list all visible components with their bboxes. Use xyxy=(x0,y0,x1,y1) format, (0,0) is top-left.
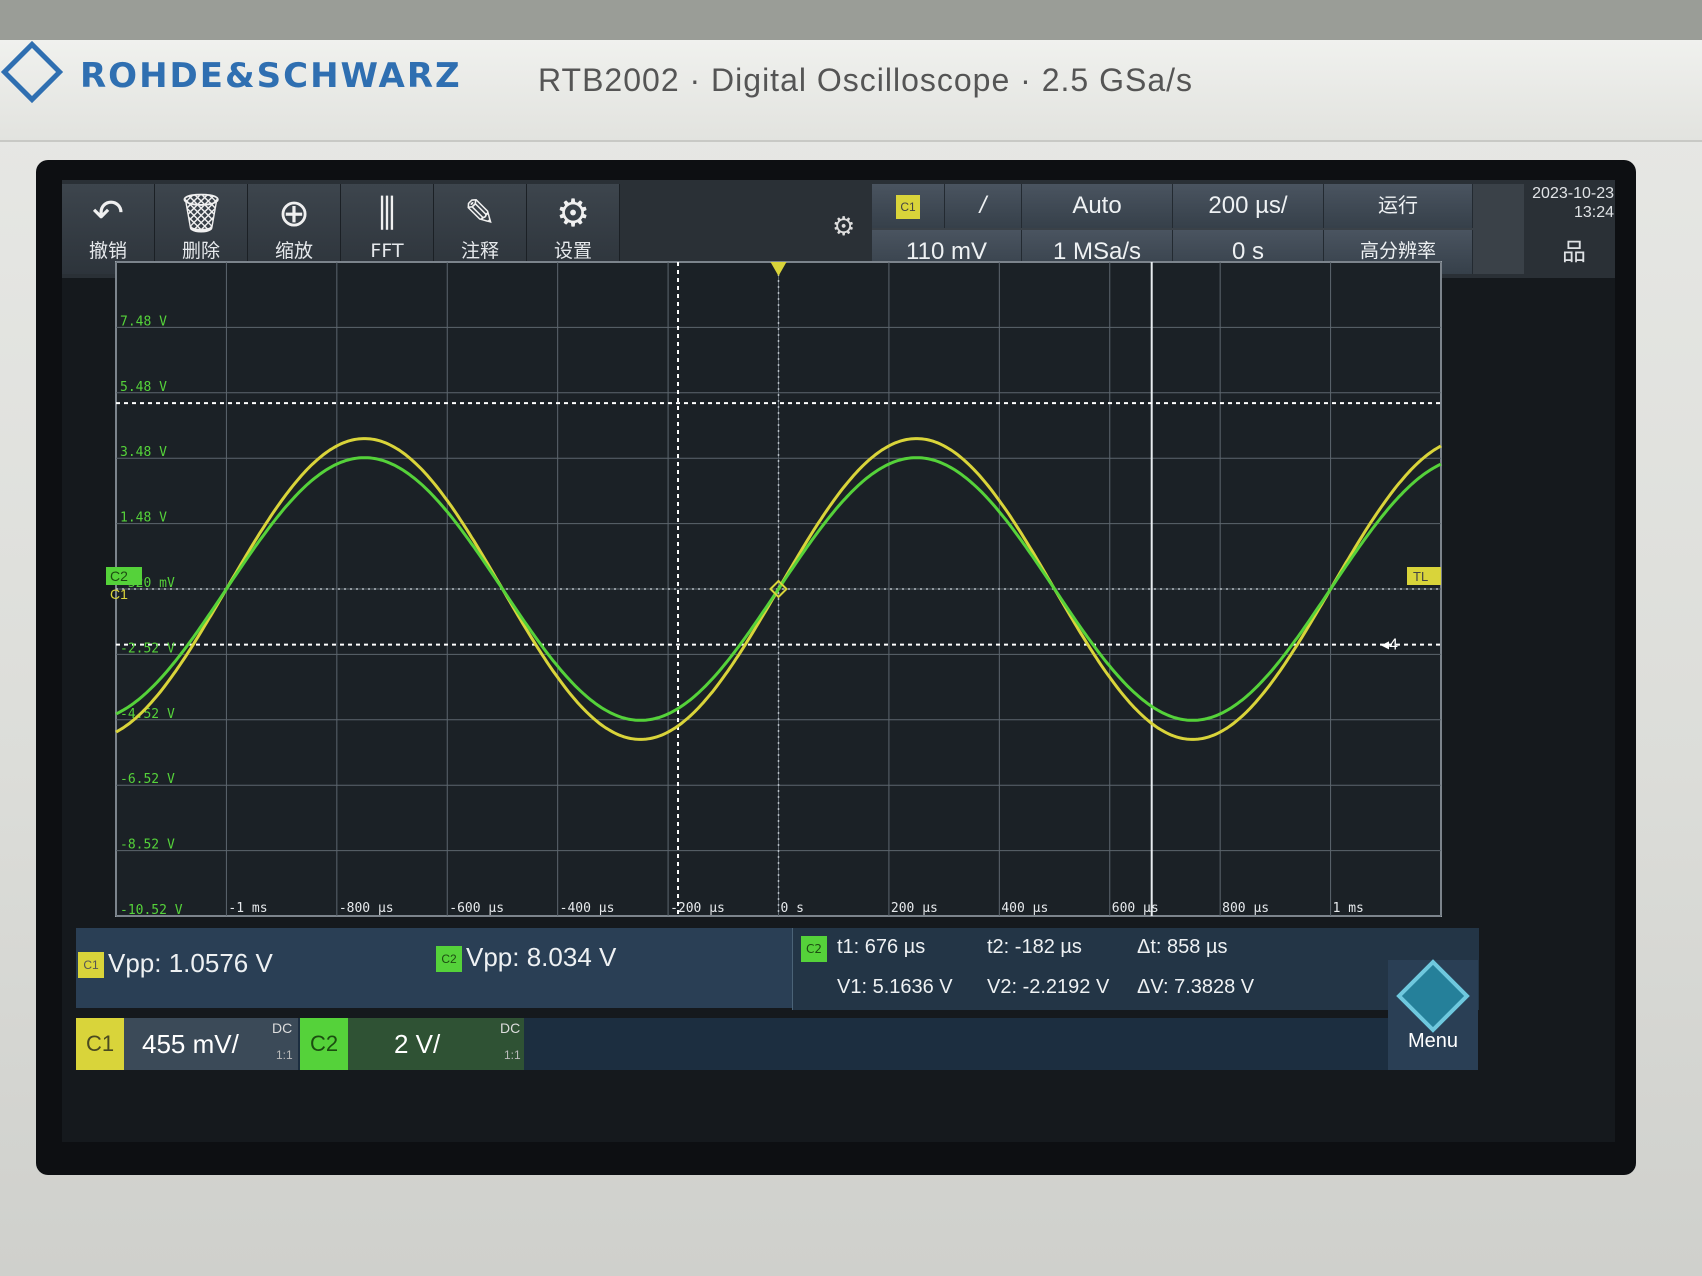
x-tick-label: 0 s xyxy=(781,901,804,916)
delete-button[interactable]: 🗑 删除 xyxy=(155,184,248,274)
run-state[interactable]: 运行 xyxy=(1324,184,1473,228)
cursor-t1: t1: 676 µs xyxy=(837,936,926,958)
c1-coupling: DC xyxy=(272,1020,293,1036)
settings-label: 设置 xyxy=(553,240,592,262)
y-tick-label: 1.48 V xyxy=(120,511,167,526)
cursor-v2: V2: -2.2192 V xyxy=(987,976,1110,998)
menu-button[interactable]: Menu xyxy=(1388,959,1478,1070)
x-tick-label: -200 µs xyxy=(670,901,725,916)
delete-label: 删除 xyxy=(181,240,220,262)
zoom-icon: ⊕ xyxy=(278,191,310,235)
timebase[interactable]: 200 µs/ xyxy=(1173,184,1324,228)
y-tick-label: 7.48 V xyxy=(120,314,167,329)
waveform-plot[interactable]: 7.48 V5.48 V3.48 V1.48 V-520 mV-2.52 V-4… xyxy=(106,260,1446,918)
c2-vpp-value: Vpp: 8.034 V xyxy=(466,942,617,972)
undo-label: 撤销 xyxy=(88,240,127,262)
c1-offset-label: C1 xyxy=(110,586,128,602)
x-tick-label: 200 µs xyxy=(891,901,938,916)
time: 13:24 xyxy=(1573,204,1614,221)
c2-tag: C2 xyxy=(300,1018,348,1070)
c2-coupling: DC xyxy=(500,1020,521,1036)
oscilloscope-screen: ↶ 撤销 🗑 删除 ⊕ 缩放 ⫼ FFT ✎ 注释 ⚙ 设置 ⚙ C1 / xyxy=(62,180,1615,1142)
x-tick-label: -600 µs xyxy=(449,901,504,916)
trigger-level-label: TL xyxy=(1413,569,1428,584)
trash-icon: 🗑 xyxy=(176,191,226,235)
top-strip xyxy=(0,0,1702,40)
y-tick-label: 3.48 V xyxy=(120,445,167,460)
channel-c2-button[interactable]: C2 2 V/ DC 1:1 xyxy=(300,1018,524,1070)
trigger-source-badge: C1 xyxy=(896,194,920,219)
channel-c1-button[interactable]: C1 455 mV/ DC 1:1 xyxy=(76,1018,298,1070)
cursor-measurements: C2 t1: 676 µs t2: -182 µs Δt: 858 µs V1:… xyxy=(792,928,1479,1010)
brand-name: ROHDE&SCHWARZ xyxy=(80,56,462,96)
c2-probe: 1:1 xyxy=(504,1048,521,1062)
trigger-point-marker xyxy=(769,579,788,599)
date: 2023-10-23 xyxy=(1532,185,1614,202)
y-tick-label: -2.52 V xyxy=(120,641,175,656)
y-tick-label: 5.48 V xyxy=(120,380,167,395)
channel-bar: C1 455 mV/ DC 1:1 C2 2 V/ DC 1:1 xyxy=(76,1018,1478,1070)
undo-button[interactable]: ↶ 撤销 xyxy=(62,184,155,274)
c2-meas-badge: C2 xyxy=(436,946,462,973)
cursor-v1: V1: 5.1636 V xyxy=(837,976,953,998)
quick-settings-gear-icon[interactable]: ⚙ xyxy=(832,212,856,242)
cursor-delta-v: ΔV: 7.3828 V xyxy=(1137,976,1255,998)
pen-icon: ✎ xyxy=(464,191,496,235)
datetime: 2023-10-23 13:24 xyxy=(1524,184,1614,228)
brand-bar xyxy=(0,40,1702,142)
c2-offset-label: C2 xyxy=(110,568,128,584)
x-tick-label: 800 µs xyxy=(1222,901,1269,916)
c2-scale: 2 V/ xyxy=(394,1029,441,1059)
cursor-source-badge: C2 xyxy=(801,936,827,962)
c1-meas-badge: C1 xyxy=(78,952,104,979)
undo-icon: ↶ xyxy=(92,191,124,235)
trigger-position-marker xyxy=(770,262,787,276)
trigger-mode[interactable]: Auto xyxy=(1022,184,1173,228)
model-title: RTB2002 · Digital Oscilloscope · 2.5 GSa… xyxy=(538,62,1193,98)
waveform-c2 xyxy=(115,456,1442,722)
c2-offset-marker xyxy=(106,567,142,585)
y-tick-label: -6.52 V xyxy=(120,772,175,787)
trigger-source[interactable]: C1 xyxy=(872,184,945,228)
x-tick-label: 600 µs xyxy=(1112,901,1159,916)
x-tick-label: -400 µs xyxy=(560,901,615,916)
trigger-slope[interactable]: / xyxy=(945,184,1022,228)
annotate-label: 注释 xyxy=(460,240,499,262)
fft-label: FFT xyxy=(370,240,404,262)
settings-button[interactable]: ⚙ 设置 xyxy=(527,184,620,274)
zoom-button[interactable]: ⊕ 缩放 xyxy=(248,184,341,274)
x-tick-label: -800 µs xyxy=(339,901,394,916)
y-tick-label: -10.52 V xyxy=(120,903,183,918)
c2-vpp-measurement: C2 Vpp: 8.034 V xyxy=(436,942,616,973)
y-tick-label: -8.52 V xyxy=(120,838,175,853)
fft-icon: ⫼ xyxy=(378,191,396,235)
y-tick-label: -4.52 V xyxy=(120,707,175,722)
gear-icon: ⚙ xyxy=(555,191,591,235)
cursor-delta-t: Δt: 858 µs xyxy=(1137,936,1228,958)
c1-scale: 455 mV/ xyxy=(142,1029,239,1059)
annotate-button[interactable]: ✎ 注释 xyxy=(434,184,527,274)
x-tick-label: 1 ms xyxy=(1333,901,1364,916)
network-icon: 品 xyxy=(1562,238,1586,266)
x-tick-label: -1 ms xyxy=(228,901,267,916)
fft-button[interactable]: ⫼ FFT xyxy=(341,184,434,274)
trigger-level-marker xyxy=(1407,567,1441,585)
menu-label: Menu xyxy=(1407,1030,1459,1052)
cursor-4-marker: ◂4 xyxy=(1381,637,1398,654)
c1-vpp-measurement: C1 Vpp: 1.0576 V xyxy=(78,948,273,979)
x-tick-label: 400 µs xyxy=(1001,901,1048,916)
cursor-t2: t2: -182 µs xyxy=(987,936,1082,958)
c1-probe: 1:1 xyxy=(276,1048,293,1062)
c1-tag: C1 xyxy=(76,1018,124,1070)
c1-vpp-value: Vpp: 1.0576 V xyxy=(108,948,273,978)
rs-menu-logo-icon xyxy=(1396,959,1470,1033)
zoom-label: 缩放 xyxy=(274,240,313,262)
